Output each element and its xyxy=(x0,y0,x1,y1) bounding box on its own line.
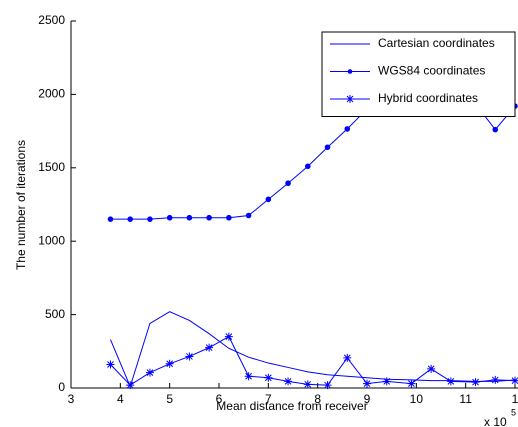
x-tick-label: 8 xyxy=(314,392,321,406)
point-marker xyxy=(224,332,233,341)
x-axis-label: Mean distance from receiver xyxy=(216,399,367,413)
point-marker xyxy=(206,214,212,221)
x-tick-label: 3 xyxy=(68,392,75,406)
point-marker xyxy=(382,377,391,386)
point-marker xyxy=(344,126,351,132)
y-axis-label: The number of iterations xyxy=(14,140,28,270)
x-tick-label: 11 xyxy=(459,392,472,406)
point-marker xyxy=(324,144,331,151)
point-marker xyxy=(127,216,133,222)
point-marker xyxy=(284,377,293,386)
y-tick-label: 2500 xyxy=(38,13,65,27)
point-marker xyxy=(491,375,500,384)
point-marker xyxy=(303,380,312,389)
legend-marker xyxy=(346,95,354,103)
x-multiplier: x 10 xyxy=(484,415,507,427)
y-tick-label: 1500 xyxy=(38,160,65,174)
x-tick-label: 9 xyxy=(364,392,371,406)
point-marker xyxy=(126,381,135,390)
point-marker xyxy=(244,372,253,381)
point-marker xyxy=(226,214,232,221)
legend-box xyxy=(321,31,516,117)
y-tick-label: 1000 xyxy=(38,233,65,247)
y-tick-label: 0 xyxy=(58,380,65,394)
point-marker xyxy=(323,381,332,390)
point-marker xyxy=(305,163,311,170)
point-marker xyxy=(106,360,115,369)
point-marker xyxy=(511,376,518,385)
point-marker xyxy=(492,126,499,133)
point-marker xyxy=(363,379,371,388)
point-marker xyxy=(446,377,455,386)
point-marker xyxy=(145,368,154,377)
x-tick-label: 4 xyxy=(117,392,124,406)
point-marker xyxy=(186,214,193,221)
y-tick-label: 2000 xyxy=(38,87,65,101)
point-marker xyxy=(165,359,174,368)
x-tick-label: 6 xyxy=(216,392,223,406)
point-marker xyxy=(407,379,416,388)
point-marker xyxy=(245,212,252,219)
point-marker xyxy=(166,214,173,221)
x-tick-label: 10 xyxy=(410,392,424,406)
point-marker xyxy=(265,196,272,203)
point-marker xyxy=(285,180,291,187)
point-marker xyxy=(343,353,352,362)
legend-label: WGS84 coordinates xyxy=(378,64,485,78)
point-marker xyxy=(107,216,114,222)
point-marker xyxy=(471,378,480,387)
x-tick-label: 5 xyxy=(166,392,173,406)
point-marker xyxy=(147,216,153,222)
series-line xyxy=(110,311,516,388)
legend-label: Hybrid coordinates xyxy=(378,91,478,105)
x-exponent: 5 xyxy=(511,407,516,417)
x-tick-label: 1 xyxy=(512,392,518,406)
point-marker xyxy=(205,343,214,352)
point-marker xyxy=(264,373,273,382)
x-tick-label: 7 xyxy=(265,392,272,406)
point-marker xyxy=(185,352,194,361)
series-line xyxy=(110,335,516,386)
point-marker xyxy=(427,364,436,373)
y-tick-label: 500 xyxy=(45,307,65,321)
legend-label: Cartesian coordinates xyxy=(378,36,495,50)
legend-marker xyxy=(347,69,353,74)
